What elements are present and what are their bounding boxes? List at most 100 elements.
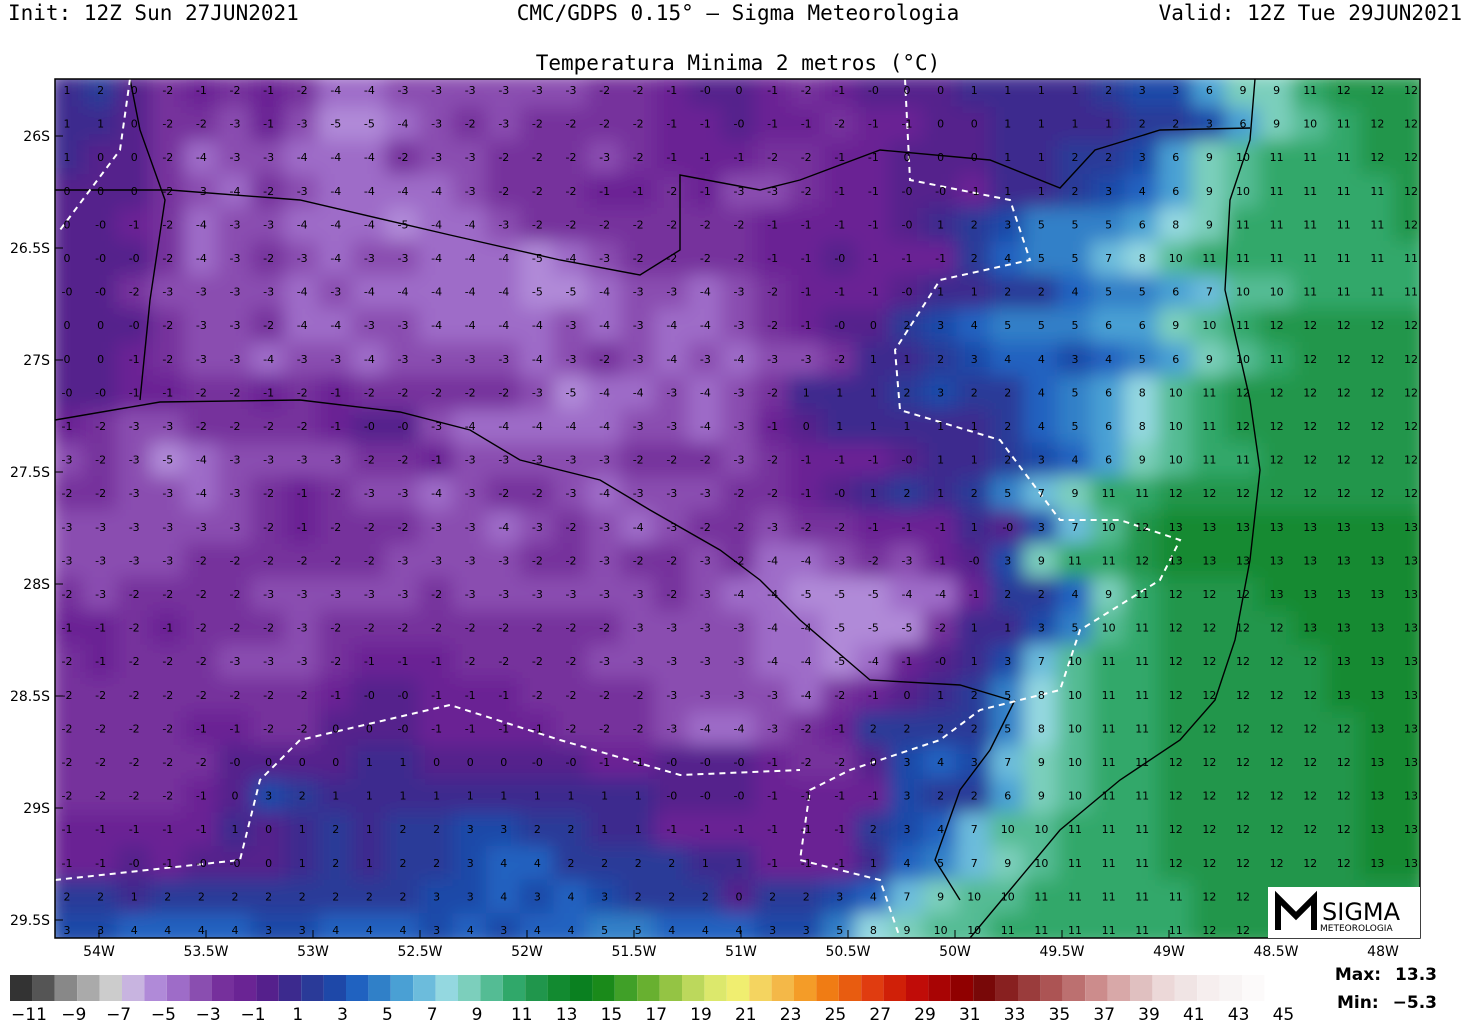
grid-value: 2 xyxy=(97,890,104,903)
grid-value: -4 xyxy=(364,151,375,164)
grid-value: -4 xyxy=(801,689,812,702)
grid-value: -3 xyxy=(734,622,745,635)
grid-value: 9 xyxy=(1206,353,1213,366)
temperature-cell xyxy=(1191,442,1228,479)
temperature-cell xyxy=(418,375,455,412)
temperature-cell xyxy=(1057,610,1093,647)
grid-value: 12 xyxy=(1337,722,1351,735)
grid-value: -4 xyxy=(465,286,476,299)
colorbar-label: 17 xyxy=(645,1005,667,1022)
temperature-cell xyxy=(721,207,757,244)
grid-value: 12 xyxy=(1270,420,1284,433)
temperature-cell xyxy=(351,644,388,680)
grid-value: 8 xyxy=(1038,689,1045,702)
grid-value: -1 xyxy=(162,622,173,635)
temperature-cell xyxy=(1023,812,1060,848)
colorbar-swatch xyxy=(301,975,324,1001)
grid-value: -3 xyxy=(666,420,677,433)
grid-value: 3 xyxy=(467,890,474,903)
grid-value: -1 xyxy=(868,185,879,198)
grid-value: 4 xyxy=(904,857,911,870)
temperature-cell xyxy=(620,442,656,479)
min-value: −5.3 xyxy=(1393,993,1437,1013)
temperature-cell xyxy=(1124,106,1160,143)
temperature-cell xyxy=(553,678,589,714)
grid-value: -4 xyxy=(599,386,610,399)
colorbar-swatch xyxy=(346,975,369,1001)
temperature-cell xyxy=(1191,711,1228,748)
grid-value: 3 xyxy=(1004,218,1011,231)
grid-value: -4 xyxy=(700,386,711,399)
colorbar-swatch xyxy=(704,975,727,1001)
grid-value: 2 xyxy=(702,890,709,903)
temperature-cell xyxy=(956,610,992,647)
colorbar-label: 11 xyxy=(511,1005,533,1022)
grid-value: 12 xyxy=(1337,353,1351,366)
temperature-cell xyxy=(284,476,320,512)
grid-value: -1 xyxy=(868,454,879,467)
grid-value: 0 xyxy=(64,319,71,332)
temperature-cell xyxy=(754,510,791,546)
temperature-cell xyxy=(1090,610,1127,647)
grid-value: 13 xyxy=(1370,521,1384,534)
temperature-cell xyxy=(284,577,320,613)
temperature-cell xyxy=(82,308,119,344)
temperature-cell xyxy=(1292,106,1328,143)
grid-value: 9 xyxy=(937,890,944,903)
grid-value: -2 xyxy=(734,521,745,534)
temperature-cell xyxy=(687,476,724,512)
temperature-cell xyxy=(1124,308,1160,344)
grid-value: -2 xyxy=(734,487,745,500)
temperature-cell xyxy=(452,442,488,479)
grid-value: 4 xyxy=(702,924,709,937)
temperature-cell xyxy=(788,610,824,647)
grid-value: 4 xyxy=(164,924,171,937)
temperature-cell xyxy=(385,79,421,109)
temperature-cell xyxy=(250,778,287,815)
grid-value: 2 xyxy=(1172,118,1179,131)
temperature-cell xyxy=(1090,342,1127,378)
temperature-cell xyxy=(250,342,287,378)
grid-value: 2 xyxy=(1139,118,1146,131)
grid-value: -2 xyxy=(498,151,509,164)
temperature-cell xyxy=(1326,106,1362,143)
grid-value: -4 xyxy=(364,218,375,231)
grid-value: -3 xyxy=(95,588,106,601)
temperature-cell xyxy=(1090,543,1127,580)
grid-value: -1 xyxy=(767,118,778,131)
grid-value: -3 xyxy=(666,622,677,635)
temperature-cell xyxy=(990,846,1026,882)
grid-value: 11 xyxy=(1303,252,1317,265)
grid-value: -2 xyxy=(263,554,274,567)
grid-value: -2 xyxy=(62,487,73,500)
grid-value: 12 xyxy=(1303,790,1317,803)
temperature-cell xyxy=(1393,610,1420,647)
grid-value: 1 xyxy=(601,823,608,836)
temperature-cell xyxy=(922,913,959,938)
grid-value: -3 xyxy=(129,454,140,467)
grid-value: -3 xyxy=(734,286,745,299)
temperature-cell xyxy=(1124,913,1160,938)
grid-value: -1 xyxy=(767,823,778,836)
grid-value: -0 xyxy=(935,185,946,198)
temperature-cell xyxy=(385,879,421,916)
grid-value: 11 xyxy=(1202,420,1216,433)
temperature-cell xyxy=(116,610,152,647)
colorbar-label: 33 xyxy=(1004,1005,1026,1022)
temperature-cell xyxy=(687,745,724,781)
grid-value: -3 xyxy=(599,588,610,601)
grid-value: 3 xyxy=(1038,521,1045,534)
grid-value: 3 xyxy=(904,823,911,836)
temperature-cell xyxy=(956,577,992,613)
temperature-cell xyxy=(519,476,556,512)
grid-value: 2 xyxy=(971,722,978,735)
colorbar-swatch xyxy=(771,975,794,1001)
grid-value: -2 xyxy=(498,386,509,399)
temperature-cell xyxy=(452,241,488,277)
temperature-cell xyxy=(1191,274,1228,311)
colorbar-swatch xyxy=(122,975,145,1001)
grid-value: -1 xyxy=(801,319,812,332)
grid-value: -2 xyxy=(196,588,207,601)
temperature-cell xyxy=(1393,409,1420,445)
grid-value: -2 xyxy=(330,487,341,500)
